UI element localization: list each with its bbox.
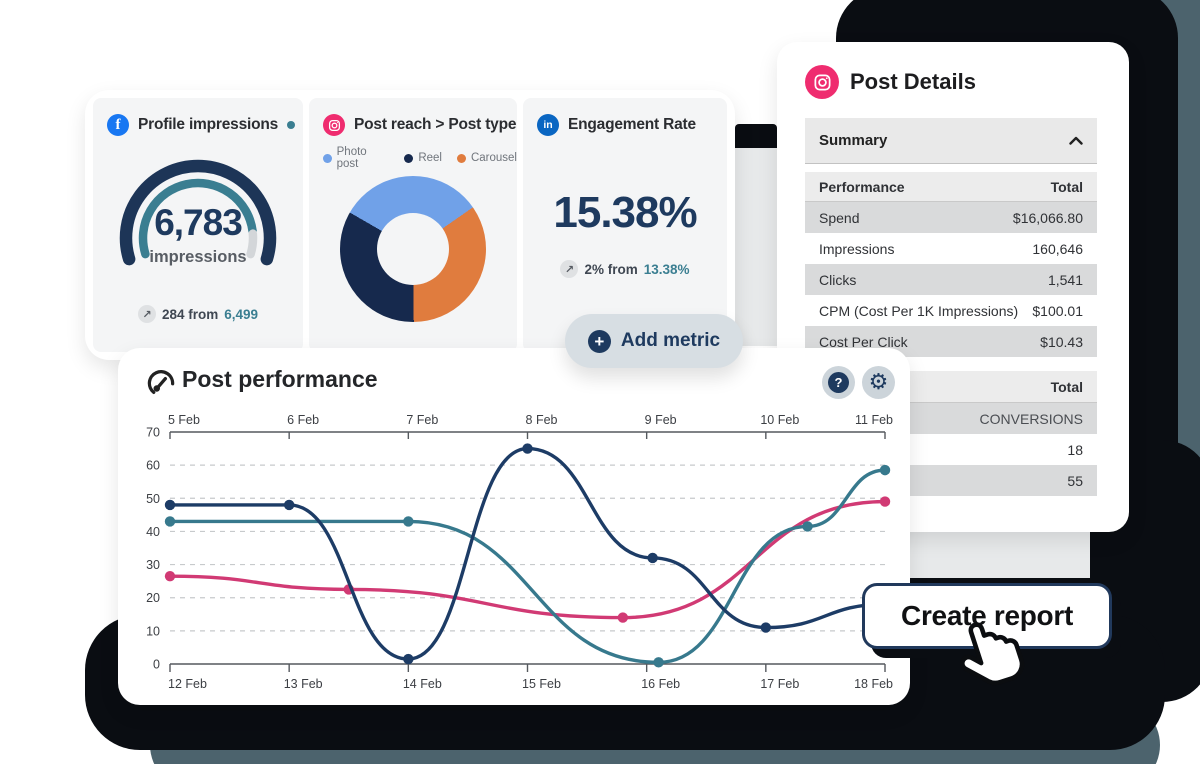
legend-label: Carousel [470,152,517,164]
card-post-reach[interactable]: Post reach > Post type Photo post Reel C… [309,98,517,352]
svg-text:60: 60 [146,459,160,473]
table-row: CPM (Cost Per 1K Impressions) $100.01 [805,295,1097,326]
svg-text:6 Feb: 6 Feb [287,413,319,427]
column-total: Total [1050,378,1083,395]
legend-dot [456,153,466,163]
gear-icon: ⚙ [868,369,889,395]
add-metric-button[interactable]: + Add metric [565,314,743,368]
svg-text:15 Feb: 15 Feb [522,677,561,691]
settings-button[interactable]: ⚙ [862,366,895,399]
legend-label: Reel [418,152,442,164]
legend-item-photo-post: Photo post [323,146,389,170]
svg-text:13 Feb: 13 Feb [284,677,323,691]
gauge-unit-label: impressions [149,248,247,266]
metrics-panel: f Profile impressions 6,783 impressions … [85,90,735,360]
card-profile-impressions[interactable]: f Profile impressions 6,783 impressions … [93,98,303,352]
legend-dot [323,153,332,163]
hand-pointer-cursor-icon [960,622,1025,686]
backdrop-card-right [735,148,777,346]
card-title: Engagement Rate [568,116,696,133]
help-button[interactable]: ? [822,366,855,399]
table-row: Spend $16,066.80 [805,202,1097,233]
card-engagement-rate[interactable]: in Engagement Rate 15.38% ↗ 2% from 13.3… [523,98,727,352]
svg-text:7 Feb: 7 Feb [406,413,438,427]
svg-text:16 Feb: 16 Feb [641,677,680,691]
row-label: CPM (Cost Per 1K Impressions) [819,302,1019,319]
svg-text:14 Feb: 14 Feb [403,677,442,691]
row-value: $100.01 [1032,302,1083,319]
delta-reference: 13.38% [643,261,690,277]
row-label: Clicks [819,271,857,288]
legend-label: Photo post [336,146,367,170]
legend-item-carousel: Carousel [456,152,517,164]
status-dot [287,121,296,129]
summary-label: Summary [819,132,888,149]
trend-up-icon: ↗ [560,260,579,278]
engagement-delta: ↗ 2% from 13.38% [523,260,727,278]
delta-text: 284 from [161,306,219,322]
svg-text:40: 40 [146,525,160,539]
svg-text:5 Feb: 5 Feb [168,413,200,427]
post-performance-line-chart: 0 10 20 30 40 50 60 70 5 Feb 12 Feb 6 Feb 13 Feb 7 F… [146,413,893,691]
gauge-dial-icon [147,370,175,394]
svg-text:50: 50 [146,492,160,506]
row-value: 160,646 [1032,240,1083,257]
svg-text:70: 70 [146,426,160,440]
row-value: 18 [1067,441,1083,458]
column-performance: Performance [819,178,905,195]
create-report-label: Create report [901,600,1073,631]
question-mark-icon: ? [828,372,849,393]
row-value: 55 [1067,472,1083,489]
donut-legend: Photo post Reel Carousel [323,146,517,170]
row-value: 1,541 [1047,271,1083,288]
delta-reference: 6,499 [224,306,259,322]
row-label: Spend [819,209,860,226]
plus-icon: + [587,329,611,353]
svg-text:20: 20 [146,591,160,605]
svg-text:11 Feb: 11 Feb [855,413,893,427]
instagram-icon [323,114,345,136]
impressions-gauge-chart [119,159,277,266]
summary-section-header[interactable]: Summary [805,118,1097,164]
post-details-title: Post Details [850,69,976,94]
row-value: CONVERSIONS [979,410,1083,427]
svg-text:30: 30 [146,558,160,572]
svg-text:0: 0 [153,658,160,672]
facebook-icon: f [107,114,129,136]
row-value: $10.43 [1040,333,1083,350]
svg-text:10 Feb: 10 Feb [760,413,799,427]
row-label: Cost Per Click [819,333,908,350]
svg-text:10: 10 [146,624,160,638]
column-total: Total [1050,178,1083,195]
svg-text:18 Feb: 18 Feb [854,677,893,691]
gauge-delta: ↗ 284 from 6,499 [93,305,303,323]
performance-table-header: Performance Total [805,172,1097,202]
linkedin-icon: in [537,114,559,136]
engagement-rate-value: 15.38% [553,188,697,237]
add-metric-label: Add metric [620,330,721,351]
instagram-icon [805,65,839,99]
table-row: Clicks 1,541 [805,264,1097,295]
delta-text: 2% from [584,261,638,277]
legend-dot [404,153,414,163]
card-title: Post reach > Post type [354,116,517,133]
post-type-donut-chart [340,176,486,322]
table-row: Impressions 160,646 [805,233,1097,264]
card-title: Profile impressions [138,116,279,133]
svg-text:9 Feb: 9 Feb [645,413,677,427]
row-value: $16,066.80 [1012,209,1083,226]
trend-up-icon: ↗ [137,305,156,323]
post-performance-title: Post performance [182,366,378,392]
chevron-up-icon [1069,136,1083,145]
svg-text:12 Feb: 12 Feb [168,677,207,691]
svg-text:17 Feb: 17 Feb [760,677,799,691]
table-row: Cost Per Click $10.43 [805,326,1097,357]
post-performance-card: Post performance ? ⚙ 0 10 20 30 40 50 60 70 5 Fe… [118,348,910,705]
row-label: Impressions [819,240,895,257]
gauge-value: 6,783 [154,202,243,243]
svg-text:8 Feb: 8 Feb [526,413,558,427]
legend-item-reel: Reel [404,152,442,164]
